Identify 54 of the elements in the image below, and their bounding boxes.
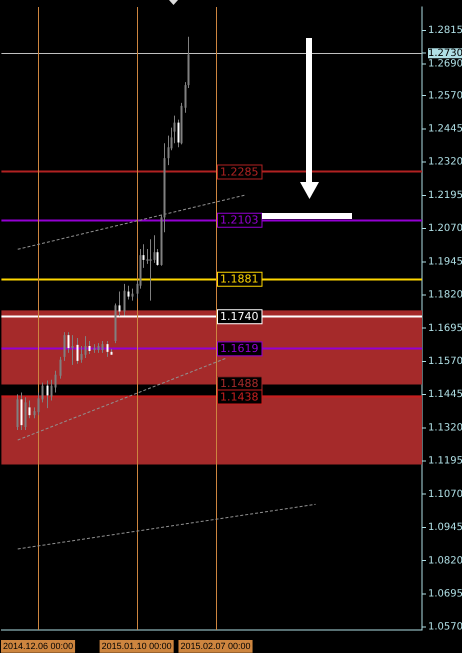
- y-tick-label: 1.1820: [428, 290, 462, 301]
- y-tick-label: 1.0945: [428, 522, 462, 534]
- candlestick: [60, 356, 62, 380]
- candlestick: [150, 238, 152, 302]
- candlestick: [132, 288, 134, 302]
- candlestick: [102, 340, 104, 354]
- y-tick-label: 1.1945: [428, 256, 462, 268]
- candlestick: [124, 283, 126, 316]
- y-tick-label: 1.1695: [428, 322, 462, 334]
- y-tick-label: 1.0695: [428, 588, 462, 600]
- y-tick-label: 1.1195: [428, 456, 462, 467]
- candlestick: [28, 400, 30, 419]
- candlestick: [146, 248, 148, 264]
- y-tick-label: 1.2320: [428, 156, 462, 168]
- ref-line-label: 1.1619: [220, 342, 258, 356]
- y-tick-label: 1.2445: [428, 124, 462, 135]
- y-tick-label: 1.2690: [428, 58, 462, 70]
- candlestick: [38, 392, 40, 416]
- candlestick: [106, 340, 108, 358]
- candlestick: [128, 285, 130, 300]
- y-tick-label: 1.2070: [428, 223, 462, 234]
- candlestick: [50, 379, 52, 401]
- candlestick: [76, 338, 78, 364]
- y-tick-label: 1.1320: [428, 422, 462, 434]
- candlestick: [68, 332, 70, 354]
- ref-line-label: 1.1488: [220, 377, 258, 390]
- y-tick-label: 1.2730: [428, 48, 462, 59]
- candlestick: [72, 334, 74, 366]
- candlestick: [34, 406, 36, 419]
- y-tick-label: 1.2570: [428, 90, 462, 102]
- candlestick: [154, 234, 156, 264]
- y-tick-label: 1.1570: [428, 356, 462, 367]
- x-tick-label: 2015.01.10 00:00: [102, 640, 172, 651]
- candlestick: [80, 345, 82, 364]
- ref-line-label: 1.2103: [220, 214, 258, 227]
- ref-line-label: 1.1881: [220, 272, 258, 286]
- y-tick-label: 1.0570: [428, 622, 462, 633]
- ref-line-label: 1.1438: [220, 390, 258, 404]
- ref-line-label: 1.2285: [220, 165, 258, 178]
- y-tick-label: 1.2195: [428, 190, 462, 201]
- candlestick: [88, 340, 90, 354]
- candlestick: [46, 380, 48, 409]
- candlestick: [54, 370, 56, 393]
- candlestick: [84, 336, 86, 358]
- ref-line-label: 1.1740: [220, 310, 258, 324]
- y-tick-label: 1.0820: [428, 555, 462, 566]
- y-tick-label: 1.1070: [428, 488, 462, 500]
- y-tick-label: 1.2815: [428, 25, 462, 36]
- y-tick-label: 1.1445: [428, 389, 462, 400]
- candlestick: [98, 342, 100, 354]
- x-tick-label: 2015.02.07 00:00: [180, 640, 251, 651]
- candlestick: [42, 382, 44, 403]
- x-tick-label: 2014.12.06 00:00: [2, 640, 74, 651]
- candlestick: [64, 332, 66, 362]
